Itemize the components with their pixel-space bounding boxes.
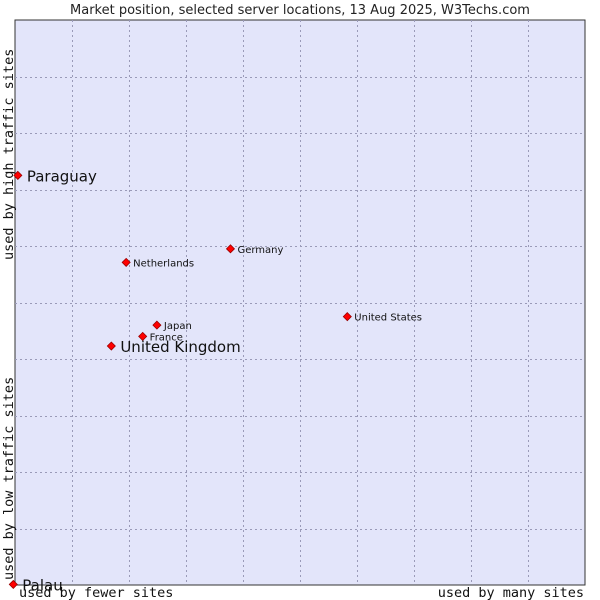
data-points: Paraguay Germany Netherlands United States J…: [8, 167, 422, 594]
x-axis-label-high: used by many sites: [438, 585, 584, 600]
y-axis-label-low: used by low traffic sites: [1, 377, 17, 580]
point-marker-netherlands: [121, 257, 131, 267]
y-axis-label-high: used by high traffic sites: [1, 49, 17, 260]
point-label-paraguay: Paraguay: [27, 167, 97, 185]
point-label-palau: Palau: [22, 576, 62, 594]
point-marker-paraguay: [13, 170, 23, 180]
point-marker-japan: [152, 320, 162, 330]
point-label-japan: Japan: [163, 321, 192, 332]
point-label-united-kingdom: United Kingdom: [120, 338, 240, 356]
point-label-germany: Germany: [237, 245, 283, 256]
point-marker-united-states: [342, 312, 352, 322]
point-label-france: France: [150, 332, 183, 343]
point-label-united-states: United States: [354, 313, 422, 324]
point-label-netherlands: Netherlands: [133, 258, 194, 269]
point-marker-palau: [8, 579, 18, 590]
point-marker-germany: [225, 244, 236, 254]
x-axis-label-low: used by fewer sites: [19, 585, 173, 600]
chart-title: Market position, selected server locatio…: [70, 3, 530, 18]
point-marker-united-kingdom: [106, 341, 116, 351]
point-marker-france: [138, 331, 148, 341]
grid-lines: [15, 20, 585, 585]
